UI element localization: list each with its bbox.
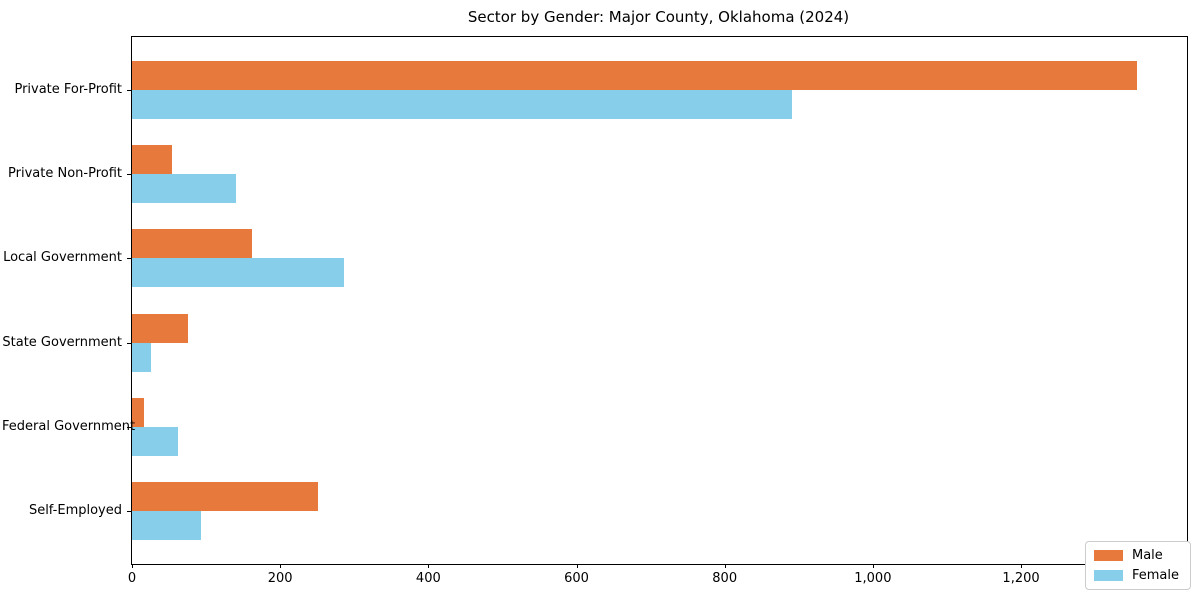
category-label-local-government: Local Government (3, 250, 122, 266)
y-tick-state-government (127, 342, 131, 344)
y-tick-federal-government (127, 426, 131, 428)
x-tick-label-600: 600 (564, 571, 589, 586)
x-tick-1000 (872, 564, 874, 568)
chart-title: Sector by Gender: Major County, Oklahoma… (467, 8, 850, 26)
bar-female-state-government (132, 342, 151, 372)
legend-label-male: Male (1131, 548, 1163, 563)
bar-male-state-government (132, 313, 188, 343)
bar-female-private-for-profit (132, 90, 793, 120)
x-tick-1200 (1021, 564, 1023, 568)
legend-entry-female: Female (1093, 568, 1179, 583)
bar-male-private-non-profit (132, 145, 172, 175)
category-label-state-government: State Government (2, 334, 122, 350)
y-tick-private-for-profit (127, 90, 131, 92)
bar-male-self-employed (132, 481, 318, 511)
x-tick-label-1200: 1,200 (1002, 571, 1040, 586)
legend: Male Female (1084, 541, 1191, 590)
x-tick-400 (428, 564, 430, 568)
x-tick-200 (280, 564, 282, 568)
y-tick-local-government (127, 258, 131, 260)
male-series-swatch (1093, 550, 1123, 561)
bar-female-local-government (132, 258, 344, 288)
x-tick-label-1000: 1,000 (854, 571, 892, 586)
category-label-federal-government: Federal Government (2, 418, 136, 434)
x-tick-label-0: 0 (127, 571, 137, 586)
bar-male-local-government (132, 229, 253, 259)
legend-entry-male: Male (1093, 548, 1179, 563)
bar-female-federal-government (132, 426, 178, 456)
x-tick-label-800: 800 (712, 571, 738, 586)
bar-male-federal-government (132, 397, 144, 427)
female-series-swatch (1093, 570, 1123, 581)
y-tick-self-employed (127, 510, 131, 512)
x-tick-label-200: 200 (267, 571, 293, 586)
legend-label-female: Female (1131, 568, 1179, 583)
x-tick-800 (724, 564, 726, 568)
x-tick-label-400: 400 (415, 571, 441, 586)
x-tick-0 (132, 564, 133, 568)
bar-male-private-for-profit (132, 61, 1137, 91)
plot-area: Private For-Profit Private Non-Profit Loca… (2, 36, 1188, 586)
category-label-private-for-profit: Private For-Profit (14, 82, 122, 98)
bar-female-private-non-profit (132, 174, 236, 204)
x-tick-600 (576, 564, 578, 568)
category-label-self-employed: Self-Employed (28, 502, 122, 518)
category-label-private-non-profit: Private Non-Profit (8, 166, 122, 182)
y-tick-private-non-profit (127, 174, 131, 176)
bar-female-self-employed (132, 510, 201, 540)
